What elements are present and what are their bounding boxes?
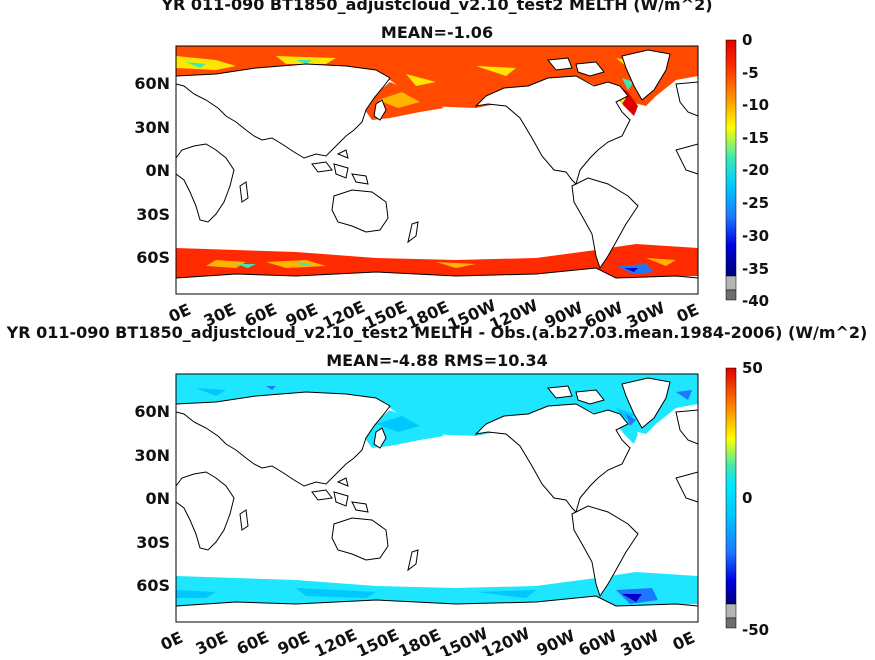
panel-2-lon-60e: 60E bbox=[234, 627, 272, 656]
panel-1-cb-tick-0: 0 bbox=[742, 31, 752, 49]
panel-2-lon-0e: 0E bbox=[158, 628, 186, 655]
panel-1-lat-60n: 60N bbox=[134, 74, 170, 93]
panel-2-lon-labels: 0E 30E 60E 90E 120E 150E 180E 150W 120W … bbox=[158, 623, 698, 660]
panel-2-lat-60s: 60S bbox=[136, 576, 170, 595]
panel-2-subtitle: MEAN=-4.88 RMS=10.34 bbox=[326, 351, 548, 370]
panel-2-lat-60n: 60N bbox=[134, 402, 170, 421]
panel-1-subtitle: MEAN=-1.06 bbox=[381, 23, 493, 42]
panel-1-cb-tick-2: -10 bbox=[742, 96, 769, 114]
panel-2-lon-60w: 60W bbox=[576, 626, 621, 656]
panel-1-cb-tick-6: -30 bbox=[742, 227, 769, 245]
panel-2-lon-0e-end: 0E bbox=[670, 628, 698, 655]
panel-1-map bbox=[175, 45, 699, 295]
panel-2-lon-30e: 30E bbox=[193, 627, 231, 656]
panel-1-cb-tick-1: -5 bbox=[742, 64, 759, 82]
panel-1-title: YR 011-090 BT1850_adjustcloud_v2.10_test… bbox=[160, 0, 712, 14]
panel-1-lat-60s: 60S bbox=[136, 248, 170, 267]
panel-1-colorbar: 0 -5 -10 -15 -20 -25 -30 -35 -40 bbox=[725, 31, 769, 310]
panel-1-cb-tick-8: -40 bbox=[742, 292, 769, 310]
panel-1-lat-30n: 30N bbox=[134, 118, 170, 137]
panel-2-lon-150e: 150E bbox=[354, 625, 402, 656]
panel-1-lat-30s: 30S bbox=[136, 205, 170, 224]
panel-2-lon-90w: 90W bbox=[534, 626, 579, 656]
panel-2-lat-0n: 0N bbox=[145, 489, 170, 508]
panel-2-cb-tick-0: 0 bbox=[742, 489, 752, 507]
panel-2-lon-30w: 30W bbox=[618, 626, 663, 656]
panel-1: YR 011-090 BT1850_adjustcloud_v2.10_test… bbox=[134, 0, 769, 334]
panel-2-lat-30n: 30N bbox=[134, 446, 170, 465]
panel-2-lat-30s: 30S bbox=[136, 533, 170, 552]
panel-1-arctic-yellow bbox=[176, 56, 646, 86]
panel-2-lon-90e: 90E bbox=[275, 627, 313, 656]
panel-1-lat-0n: 0N bbox=[145, 161, 170, 180]
panel-2-colorbar: 50 0 -50 bbox=[725, 359, 769, 639]
panel-2-cb-tick-minus50: -50 bbox=[742, 621, 769, 639]
panel-2-lon-180e: 180E bbox=[396, 625, 444, 656]
panel-1-cb-tick-7: -35 bbox=[742, 260, 769, 278]
panel-1-cb-tick-5: -25 bbox=[742, 194, 769, 212]
panel-1-cb-tick-3: -15 bbox=[742, 129, 769, 147]
panel-2-map bbox=[175, 373, 699, 623]
panel-2: YR 011-090 BT1850_adjustcloud_v2.10_test… bbox=[6, 323, 868, 660]
panel-2-title: YR 011-090 BT1850_adjustcloud_v2.10_test… bbox=[6, 323, 868, 342]
panel-2-lon-120e: 120E bbox=[312, 625, 360, 656]
panel-1-cb-tick-4: -20 bbox=[742, 161, 769, 179]
panel-2-cb-tick-50: 50 bbox=[742, 359, 763, 377]
panel-1-southern-field bbox=[176, 244, 698, 278]
panel-2-southern-field bbox=[176, 572, 698, 606]
